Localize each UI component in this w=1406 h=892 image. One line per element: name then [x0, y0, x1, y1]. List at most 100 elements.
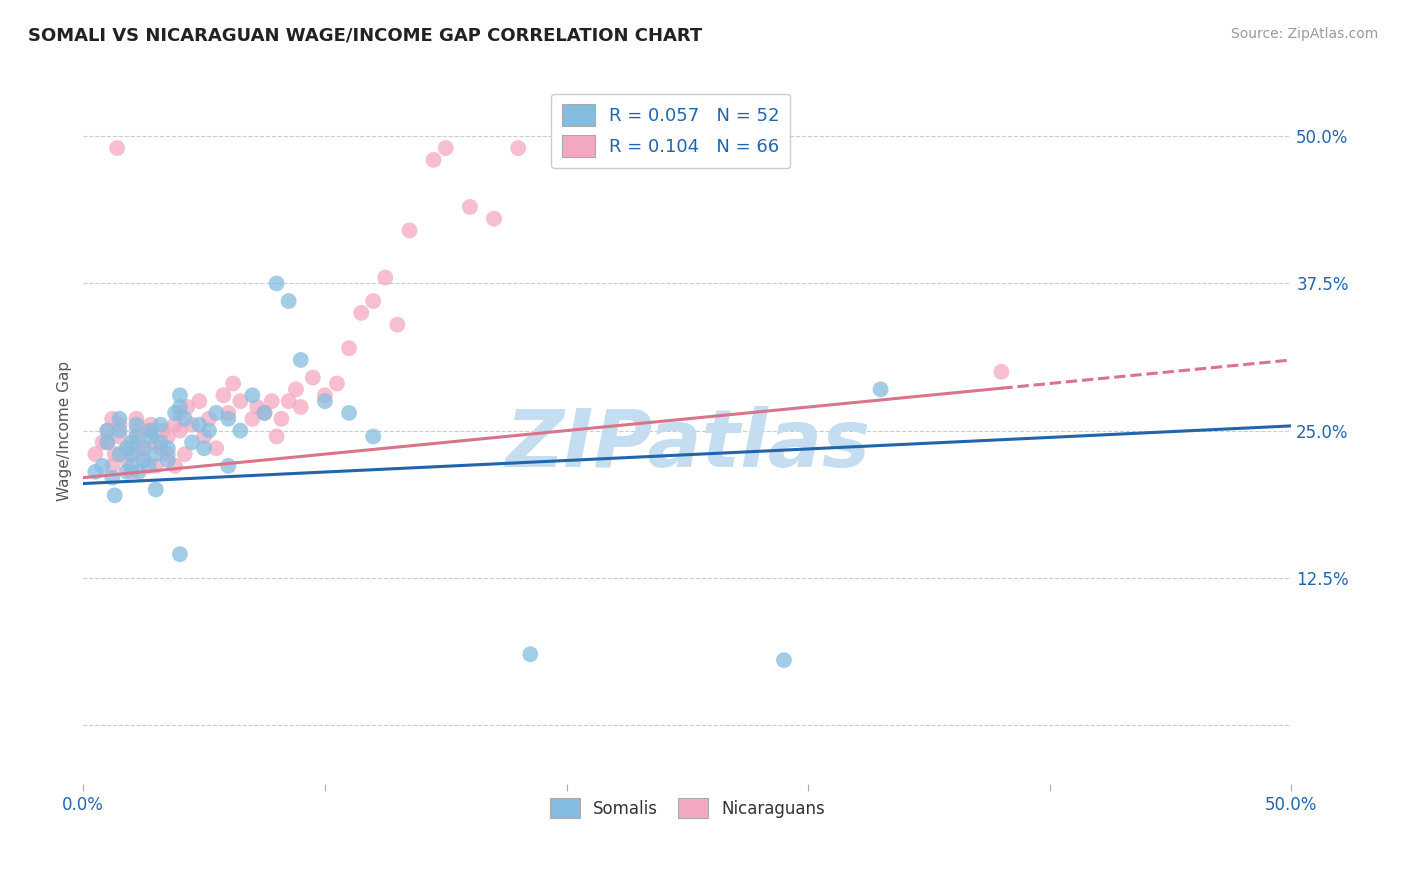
Point — [115, 453, 138, 467]
Point — [350, 306, 373, 320]
Point — [108, 447, 131, 461]
Point — [149, 435, 172, 450]
Point — [91, 458, 114, 473]
Point — [434, 141, 457, 155]
Point — [176, 400, 198, 414]
Point — [165, 458, 187, 473]
Point — [173, 447, 195, 461]
Point — [108, 412, 131, 426]
Point — [290, 400, 312, 414]
Point — [156, 442, 179, 456]
Point — [156, 429, 179, 443]
Point — [132, 442, 155, 456]
Point — [121, 458, 143, 473]
Point — [156, 453, 179, 467]
Point — [361, 429, 384, 443]
Point — [205, 442, 228, 456]
Point — [217, 406, 239, 420]
Point — [169, 388, 191, 402]
Point — [260, 394, 283, 409]
Point — [398, 223, 420, 237]
Point — [121, 435, 143, 450]
Point — [108, 424, 131, 438]
Point — [266, 429, 288, 443]
Point — [104, 488, 127, 502]
Point — [121, 447, 143, 461]
Point — [193, 429, 215, 443]
Point — [115, 442, 138, 456]
Point — [314, 394, 336, 409]
Point — [361, 294, 384, 309]
Point — [242, 388, 264, 402]
Point — [125, 429, 148, 443]
Point — [104, 447, 127, 461]
Point — [253, 406, 276, 420]
Point — [301, 370, 323, 384]
Point — [145, 435, 167, 450]
Point — [108, 417, 131, 432]
Point — [266, 277, 288, 291]
Point — [193, 442, 215, 456]
Point — [145, 483, 167, 497]
Point — [121, 447, 143, 461]
Point — [337, 406, 360, 420]
Point — [132, 442, 155, 456]
Point — [284, 383, 307, 397]
Point — [188, 394, 211, 409]
Point — [458, 200, 481, 214]
Point — [125, 424, 148, 438]
Point — [277, 294, 299, 309]
Point — [246, 400, 269, 414]
Text: ZIPatlas: ZIPatlas — [505, 406, 870, 483]
Point — [91, 435, 114, 450]
Point — [121, 465, 143, 479]
Point — [482, 211, 505, 226]
Point — [181, 435, 204, 450]
Point — [188, 417, 211, 432]
Point — [96, 435, 118, 450]
Y-axis label: Wage/Income Gap: Wage/Income Gap — [58, 360, 72, 500]
Legend: Somalis, Nicaraguans: Somalis, Nicaraguans — [543, 791, 832, 825]
Point — [253, 406, 276, 420]
Point — [229, 394, 252, 409]
Point — [101, 412, 124, 426]
Point — [105, 141, 128, 155]
Point — [115, 442, 138, 456]
Point — [205, 406, 228, 420]
Point — [156, 447, 179, 461]
Point — [165, 406, 187, 420]
Point — [152, 424, 174, 438]
Point — [990, 365, 1012, 379]
Point — [125, 412, 148, 426]
Point — [422, 153, 444, 167]
Point — [125, 417, 148, 432]
Point — [101, 458, 124, 473]
Point — [84, 447, 107, 461]
Point — [270, 412, 292, 426]
Point — [138, 424, 160, 438]
Point — [869, 383, 891, 397]
Point — [169, 424, 191, 438]
Point — [145, 458, 167, 473]
Point — [222, 376, 245, 391]
Point — [387, 318, 409, 332]
Point — [773, 653, 796, 667]
Point — [139, 417, 162, 432]
Point — [181, 417, 204, 432]
Point — [173, 412, 195, 426]
Point — [139, 429, 162, 443]
Point — [139, 424, 162, 438]
Point — [374, 270, 396, 285]
Point — [198, 424, 221, 438]
Point — [149, 442, 172, 456]
Point — [290, 353, 312, 368]
Point — [115, 465, 138, 479]
Point — [84, 465, 107, 479]
Point — [128, 465, 150, 479]
Point — [326, 376, 349, 391]
Point — [108, 429, 131, 443]
Point — [138, 458, 160, 473]
Point — [508, 141, 530, 155]
Point — [96, 435, 118, 450]
Point — [145, 447, 167, 461]
